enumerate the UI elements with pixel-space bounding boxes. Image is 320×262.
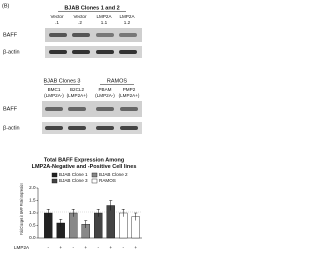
lane-label: .2	[78, 20, 82, 25]
panel-label: (B)	[2, 3, 10, 9]
x-tick-label: -	[97, 245, 99, 250]
x-tick-label: +	[84, 245, 87, 250]
figure: (B) BJAB Clones 1 and 2 BJAB Clones 3 RA…	[2, 3, 142, 250]
y-tick-label: 0.5	[29, 223, 36, 228]
blot-image	[42, 122, 142, 134]
lane-label: (LMP2A-)	[95, 93, 115, 98]
x-tick-label: +	[59, 245, 62, 250]
legend-swatch	[51, 172, 58, 178]
legend-label: BJAB Clone 3	[59, 178, 88, 183]
y-tick-label: 1.0	[29, 210, 36, 215]
legend-label: RAMOS	[99, 178, 116, 183]
bands	[49, 50, 137, 54]
blot-title: RAMOS	[107, 78, 128, 84]
x-axis-label: LMP2A	[14, 245, 30, 250]
lane-label: B2CL2	[70, 87, 84, 92]
row-label: β-actin	[3, 49, 20, 55]
lane-label: LMP2A	[119, 14, 135, 19]
x-tick-label: -	[47, 245, 49, 250]
blot-image	[42, 101, 142, 117]
lane-label: PBAM	[98, 87, 111, 92]
legend-swatch	[91, 172, 98, 178]
blot-image	[45, 46, 142, 58]
legend-label: BJAB Clone 2	[99, 172, 128, 177]
lane-label: .1	[55, 20, 59, 25]
y-tick-label: 1.5	[29, 198, 36, 203]
lane-label: BMC1	[48, 87, 61, 92]
blot-title: BJAB Clones 3	[44, 78, 81, 84]
legend-swatch	[51, 178, 58, 184]
lane-label: (LMP2A-)	[44, 93, 64, 98]
y-axis-label: Fold Changes in BAFF Protein Expression	[20, 183, 25, 235]
lane-label: 1.2	[124, 20, 131, 25]
legend-swatch	[91, 178, 98, 184]
row-label: β-actin	[3, 125, 20, 131]
lane-label: Vector	[73, 14, 86, 19]
x-tick-label: -	[122, 245, 124, 250]
bands	[45, 126, 138, 130]
chart-title: LMP2A-Negative and -Positive Cell lines	[32, 164, 137, 170]
row-label: BAFF	[3, 106, 18, 112]
lane-label: 1.1	[101, 20, 108, 25]
lane-label: (LMP2A+)	[67, 93, 88, 98]
x-tick-label: +	[134, 245, 137, 250]
blot-image	[45, 28, 142, 42]
lane-label: LMP2A	[96, 14, 112, 19]
blot-title: BJAB Clones 1 and 2	[64, 5, 119, 11]
lane-label: (LMP2A+)	[119, 93, 140, 98]
chart-title: Total BAFF Expression Among	[44, 157, 124, 163]
y-tick-label: 0.0	[29, 235, 36, 240]
x-tick-label: -	[72, 245, 74, 250]
bands	[49, 33, 137, 37]
lane-label: Vector	[50, 14, 63, 19]
x-tick-label: +	[109, 245, 112, 250]
lane-label: PMP2	[123, 87, 136, 92]
y-tick-label: 2.0	[29, 185, 36, 190]
bands	[45, 107, 138, 111]
legend-label: BJAB Clone 1	[59, 172, 88, 177]
row-label: BAFF	[3, 32, 18, 38]
